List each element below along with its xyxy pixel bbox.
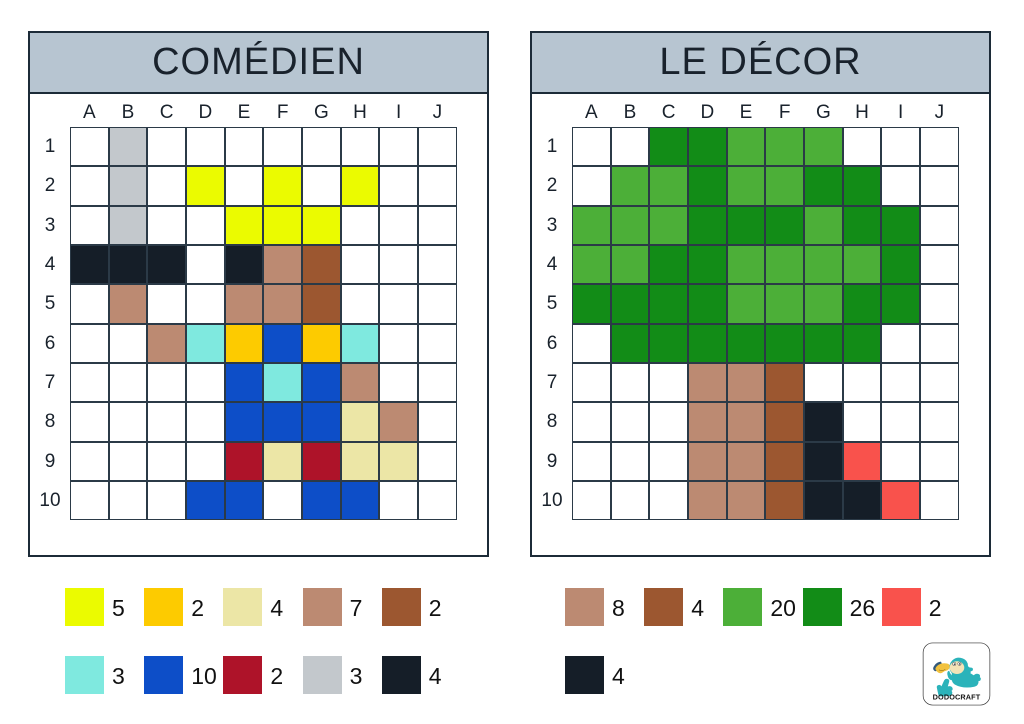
svg-text:DODOCRAFT: DODOCRAFT	[933, 693, 981, 702]
